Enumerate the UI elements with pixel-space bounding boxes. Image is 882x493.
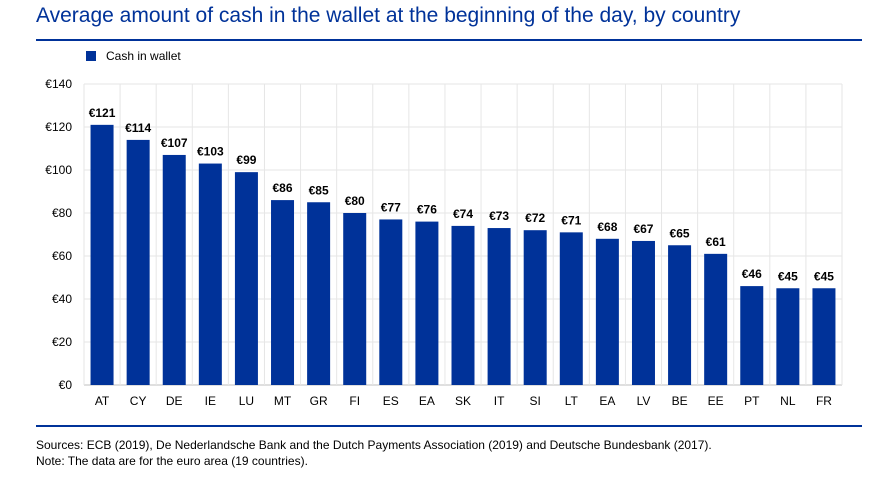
sources-note: Sources: ECB (2019), De Nederlandsche Ba… [36, 438, 712, 452]
x-tick-label: NL [780, 394, 796, 408]
data-label: €76 [417, 203, 437, 217]
y-tick-label: €0 [59, 378, 73, 392]
chart-title: Average amount of cash in the wallet at … [36, 4, 741, 27]
bar [162, 154, 186, 385]
data-label: €46 [742, 267, 762, 281]
data-label: €86 [273, 181, 293, 195]
x-tick-label: CY [130, 394, 147, 408]
x-tick-label: IE [205, 394, 216, 408]
x-tick-label: LV [637, 394, 651, 408]
y-tick-label: €60 [52, 249, 72, 263]
y-tick-label: €140 [45, 77, 72, 91]
x-tick-label: FI [349, 394, 360, 408]
bar [487, 228, 511, 385]
y-tick-label: €40 [52, 292, 72, 306]
x-tick-label: SI [530, 394, 541, 408]
x-tick-label: FR [816, 394, 832, 408]
x-tick-label: SK [455, 394, 471, 408]
data-label: €65 [670, 226, 690, 240]
x-tick-label: PT [744, 394, 760, 408]
data-label: €45 [778, 269, 798, 283]
data-label: €61 [706, 235, 726, 249]
data-label: €103 [197, 145, 224, 159]
bar [704, 253, 728, 385]
legend: Cash in wallet [86, 49, 181, 63]
bar [776, 288, 800, 385]
y-tick-label: €120 [45, 120, 72, 134]
data-note: Note: The data are for the euro area (19… [36, 454, 308, 468]
y-tick-label: €100 [45, 163, 72, 177]
x-tick-label: ES [383, 394, 399, 408]
data-label: €80 [345, 194, 365, 208]
bar [812, 288, 836, 385]
legend-swatch [86, 51, 96, 61]
data-label: €107 [161, 136, 188, 150]
bar [559, 232, 583, 385]
data-label: €121 [89, 106, 116, 120]
bar [631, 240, 655, 385]
x-tick-label: EA [599, 394, 615, 408]
bar [271, 200, 295, 385]
bar [415, 221, 439, 385]
footer-rule [36, 425, 862, 427]
data-label: €74 [453, 207, 473, 221]
data-label: €72 [525, 211, 545, 225]
y-tick-label: €80 [52, 206, 72, 220]
bar [90, 124, 114, 385]
bar [451, 225, 475, 385]
data-label: €68 [597, 220, 617, 234]
bar [595, 238, 619, 385]
x-tick-label: LT [565, 394, 579, 408]
bar [379, 219, 403, 385]
bar [126, 139, 150, 385]
title-rule [36, 39, 862, 41]
x-tick-label: EE [708, 394, 724, 408]
x-tick-label: MT [274, 394, 292, 408]
legend-label: Cash in wallet [106, 49, 181, 63]
data-label: €99 [236, 153, 256, 167]
data-label: €85 [309, 183, 329, 197]
bar [198, 163, 222, 385]
bar [523, 230, 547, 385]
footer: Sources: ECB (2019), De Nederlandsche Ba… [36, 437, 712, 469]
x-tick-label: GR [310, 394, 328, 408]
x-tick-label: LU [239, 394, 254, 408]
data-label: €77 [381, 200, 401, 214]
x-tick-label: DE [166, 394, 183, 408]
data-label: €114 [125, 121, 151, 135]
data-label: €73 [489, 209, 509, 223]
data-label: €71 [561, 213, 581, 227]
bar [234, 172, 258, 385]
bar [343, 213, 367, 385]
x-tick-label: EA [419, 394, 435, 408]
y-tick-label: €20 [52, 335, 72, 349]
data-label: €45 [814, 269, 834, 283]
bar [307, 202, 331, 385]
x-tick-label: BE [672, 394, 688, 408]
bar [740, 286, 764, 385]
data-label: €67 [633, 222, 653, 236]
x-tick-label: AT [95, 394, 110, 408]
x-tick-label: IT [494, 394, 505, 408]
bar [668, 245, 692, 385]
